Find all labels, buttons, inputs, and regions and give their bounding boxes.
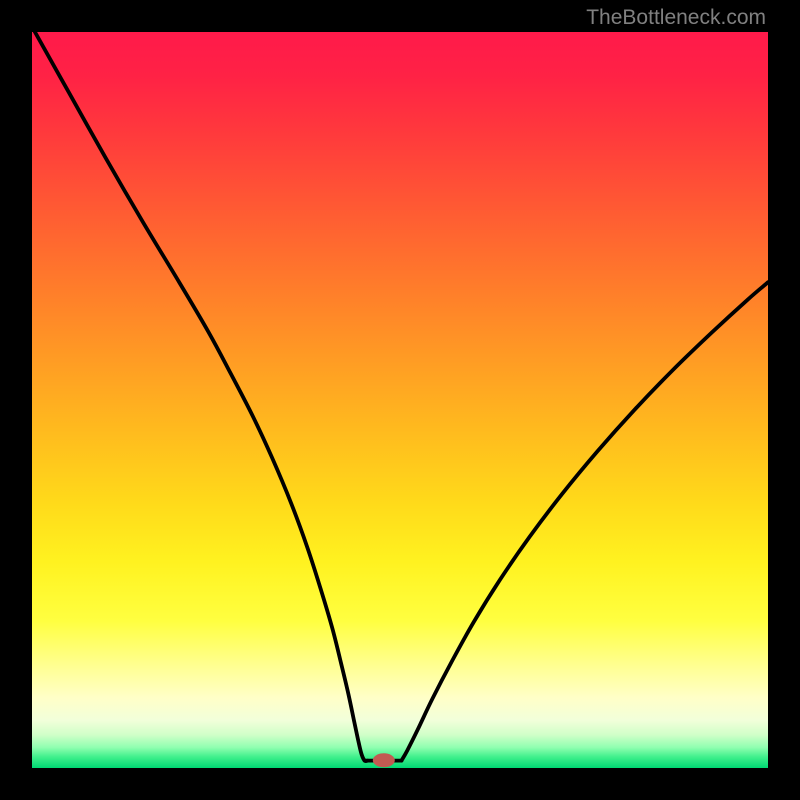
right-curve [401, 282, 768, 760]
left-curve [35, 32, 368, 761]
chart-svg [32, 32, 768, 768]
watermark-text: TheBottleneck.com [586, 6, 766, 30]
bottleneck-marker [373, 753, 395, 767]
plot-area [32, 32, 768, 768]
